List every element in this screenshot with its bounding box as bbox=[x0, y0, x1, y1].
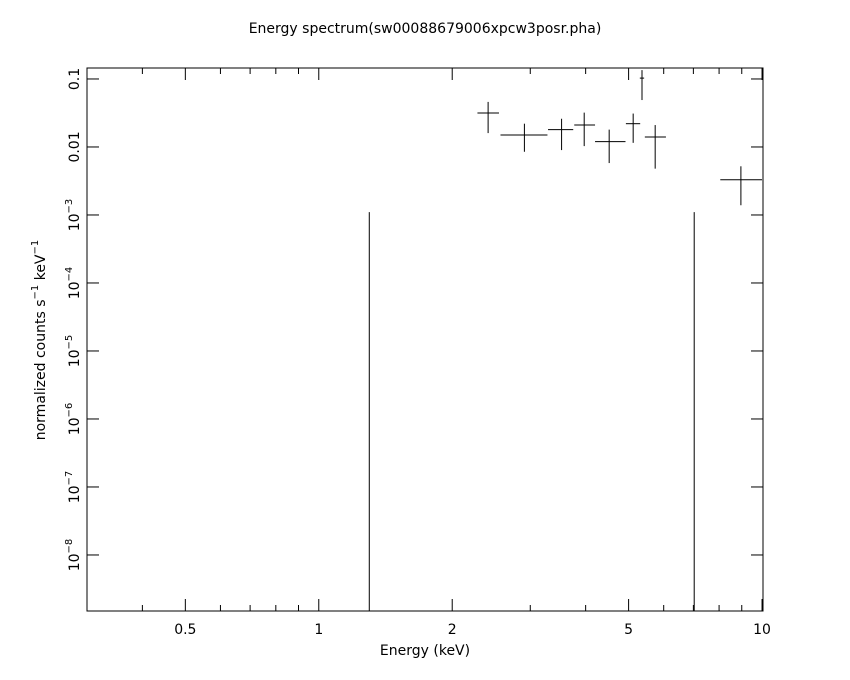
y-tick-label: 10−6 bbox=[64, 403, 83, 436]
x-tick-label: 10 bbox=[753, 622, 771, 638]
y-tick-base: 10 bbox=[67, 349, 83, 367]
x-tick-label: 0.5 bbox=[174, 622, 196, 638]
x-tick-label: 2 bbox=[448, 622, 457, 638]
y-tick-exp: −5 bbox=[64, 335, 75, 350]
y-label-exp: −1 bbox=[30, 285, 41, 300]
y-label-text: normalized counts s bbox=[33, 299, 49, 440]
y-tick-exp: −7 bbox=[64, 471, 75, 486]
x-tick-label: 5 bbox=[624, 622, 633, 638]
y-label-text: keV bbox=[33, 254, 49, 285]
y-tick-exp: −8 bbox=[64, 539, 75, 554]
y-tick-base: 10 bbox=[67, 213, 83, 231]
y-tick-base: 10 bbox=[67, 553, 83, 571]
y-tick-label: 10−4 bbox=[64, 267, 83, 300]
x-tick-label: 1 bbox=[314, 622, 323, 638]
chart-title: Energy spectrum(sw00088679006xpcw3posr.p… bbox=[249, 21, 602, 37]
plot-frame bbox=[86, 67, 764, 612]
y-tick-label: 10−8 bbox=[64, 539, 83, 572]
y-tick-base: 10 bbox=[67, 417, 83, 435]
y-tick-label: 10−3 bbox=[64, 199, 83, 232]
y-tick-label: 0.1 bbox=[67, 68, 83, 90]
y-tick-exp: −3 bbox=[64, 199, 75, 214]
y-tick-base: 10 bbox=[67, 485, 83, 503]
y-axis-label: normalized counts s−1 keV−1 bbox=[30, 240, 49, 441]
y-tick-exp: −4 bbox=[64, 267, 75, 282]
y-label-exp: −1 bbox=[30, 240, 41, 255]
y-tick-exp: −6 bbox=[64, 403, 75, 418]
x-axis-label: Energy (keV) bbox=[380, 643, 470, 659]
y-tick-label: 0.01 bbox=[67, 131, 83, 162]
y-tick-label: 10−5 bbox=[64, 335, 83, 368]
y-tick-label: 10−7 bbox=[64, 471, 83, 504]
y-tick-base: 10 bbox=[67, 281, 83, 299]
